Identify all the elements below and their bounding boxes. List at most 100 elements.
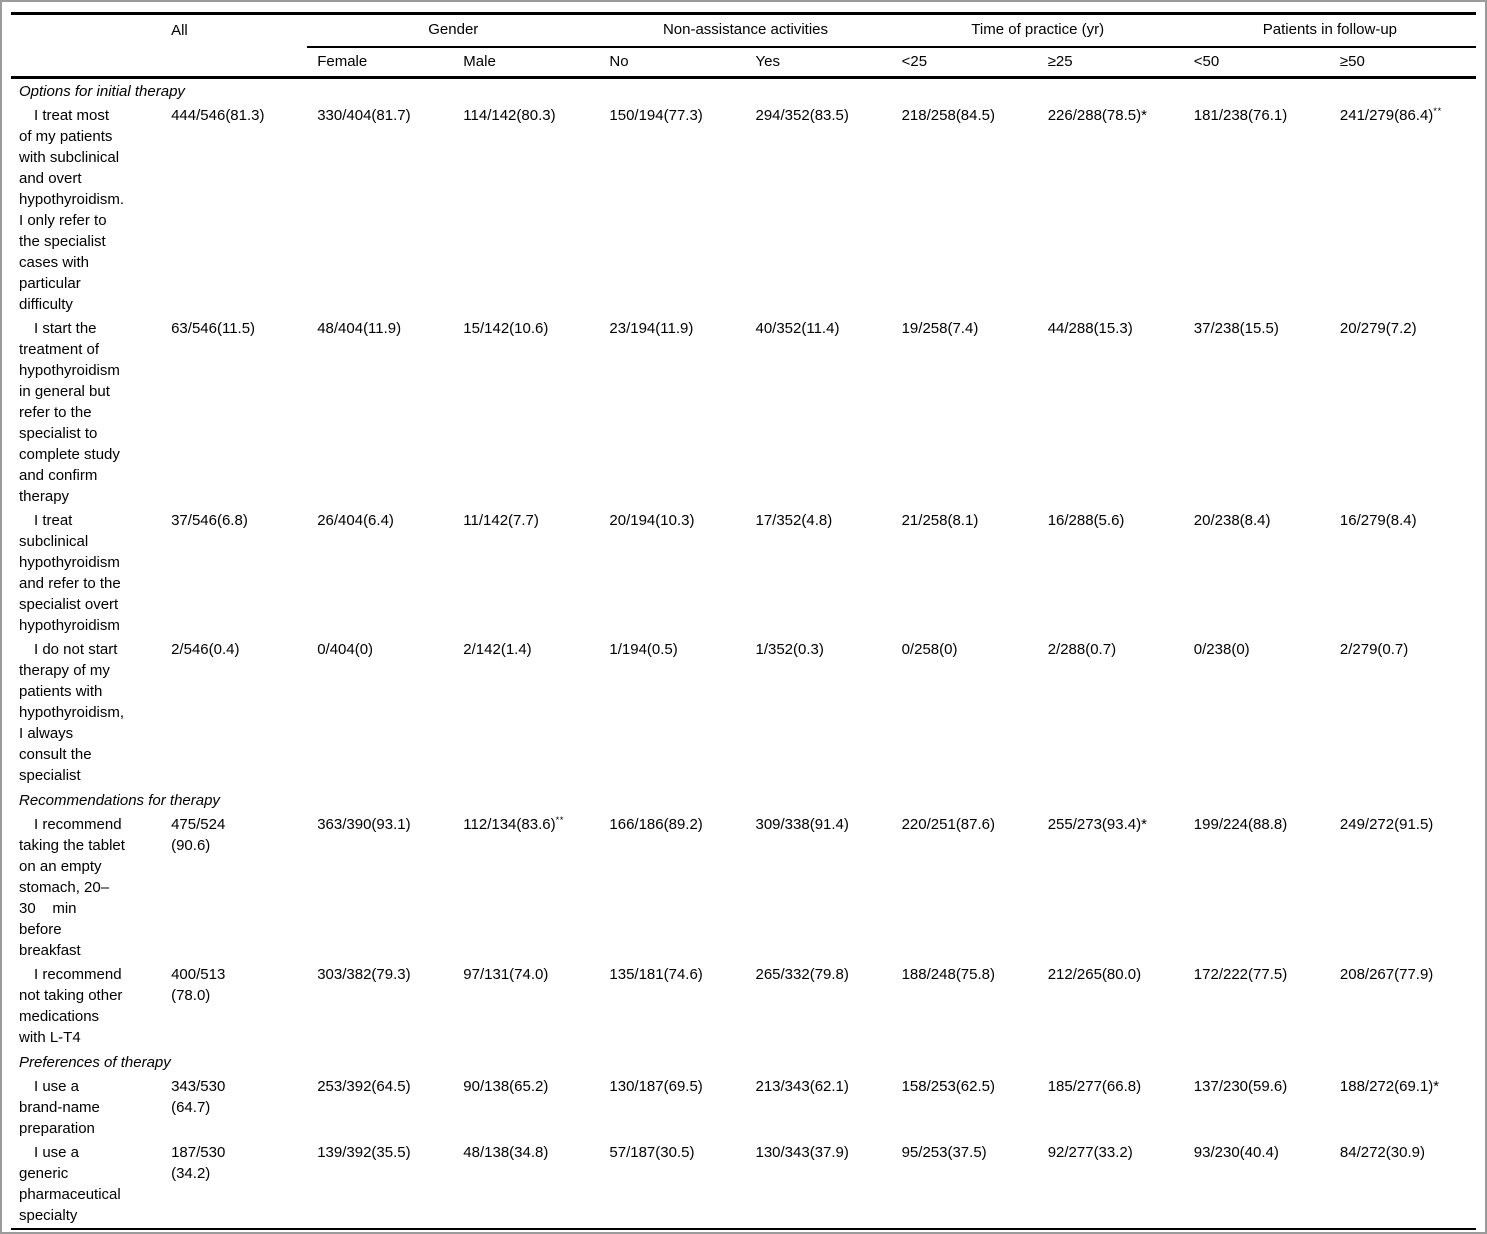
section-heading: Recommendations for therapy <box>19 792 220 809</box>
row-label: I do not start therapy of my patients wi… <box>19 641 125 784</box>
value-cell: 26/404(6.4) <box>317 512 394 529</box>
value-cell: 63/546(11.5) <box>171 320 256 337</box>
value-cell: 11/142(7.7) <box>463 512 539 529</box>
value-text: 241/279(86.4) <box>1339 107 1434 124</box>
table-row: I start the treatment of hypothyroidism … <box>11 317 1476 509</box>
value-cell: 139/392(35.5) <box>317 1144 411 1161</box>
table-row: I treat most of my patients with subclin… <box>11 104 1476 317</box>
value-cell: 218/258(84.5) <box>901 107 995 124</box>
value-cell: 181/238(76.1) <box>1193 107 1288 124</box>
value-cell: 330/404(81.7) <box>317 107 411 124</box>
row-label: I recommend not taking other medications… <box>19 966 123 1046</box>
value-cell: 150/194(77.3) <box>609 107 703 124</box>
column-header-male: Male <box>463 53 496 70</box>
value-cell: 343/530 (64.7) <box>171 1078 226 1116</box>
table-row: I use a brand-name preparation 343/530 (6… <box>11 1075 1476 1141</box>
header-column-row: Female Male No Yes <25 ≥25 <50 ≥50 <box>11 47 1476 78</box>
value-cell: 187/530 (34.2) <box>171 1144 226 1182</box>
value-cell: 20/194(10.3) <box>609 512 695 529</box>
row-label: I treat most of my patients with subclin… <box>19 107 125 313</box>
value-cell: 20/279(7.2) <box>1339 320 1417 337</box>
value-cell: 15/142(10.6) <box>463 320 549 337</box>
column-header-yes: Yes <box>755 53 780 70</box>
value-cell: 130/187(69.5) <box>609 1078 703 1095</box>
value-cell: 57/187(30.5) <box>609 1144 695 1161</box>
value-cell: 226/288(78.5)* <box>1047 107 1147 124</box>
value-cell: 309/338(91.4) <box>755 816 849 833</box>
significance-marker: ** <box>555 815 564 826</box>
column-header-50: ≥50 <box>1339 53 1365 70</box>
value-cell: 20/238(8.4) <box>1193 512 1271 529</box>
value-cell: 37/546(6.8) <box>171 512 248 529</box>
row-label: I recommend taking the tablet on an empt… <box>19 816 125 959</box>
value-cell: 265/332(79.8) <box>755 966 849 983</box>
value-cell: 1/352(0.3) <box>755 641 824 658</box>
column-header-empty <box>161 47 307 78</box>
value-cell: 2/142(1.4) <box>463 641 532 658</box>
value-cell: 475/524 (90.6) <box>171 816 226 854</box>
value-cell: 303/382(79.3) <box>317 966 411 983</box>
value-cell: 23/194(11.9) <box>609 320 694 337</box>
value-cell: 294/352(83.5) <box>755 107 849 124</box>
table-row: I recommend taking the tablet on an empt… <box>11 813 1476 963</box>
value-cell: 220/251(87.6) <box>901 816 995 833</box>
column-group-non-assistance-activities: Non-assistance activities <box>599 13 892 48</box>
value-cell: 212/265(80.0) <box>1047 966 1142 983</box>
value-cell: 19/258(7.4) <box>901 320 979 337</box>
table-row: I recommend not taking other medications… <box>11 963 1476 1050</box>
value-cell: 158/253(62.5) <box>901 1078 995 1095</box>
value-cell: 44/288(15.3) <box>1047 320 1133 337</box>
value-cell: 2/288(0.7) <box>1047 641 1117 658</box>
value-cell: 2/279(0.7) <box>1339 641 1409 658</box>
survey-results-table: All Gender Non-assistance activities Time o… <box>11 12 1476 1230</box>
value-cell: 166/186(89.2) <box>609 816 703 833</box>
value-cell: 40/352(11.4) <box>755 320 840 337</box>
value-cell: 130/343(37.9) <box>755 1144 849 1161</box>
value-cell: 16/288(5.6) <box>1047 512 1125 529</box>
value-cell: 400/513 (78.0) <box>171 966 226 1004</box>
value-cell: 208/267(77.9) <box>1339 966 1434 983</box>
section-row: Options for initial therapy <box>11 78 1476 105</box>
value-cell: 17/352(4.8) <box>755 512 833 529</box>
table-header: All Gender Non-assistance activities Time o… <box>11 13 1476 78</box>
table-row: I treat subclinical hypothyroidism and r… <box>11 509 1476 638</box>
section-heading: Options for initial therapy <box>19 83 185 100</box>
value-cell: 97/131(74.0) <box>463 966 549 983</box>
value-cell: 2/546(0.4) <box>171 641 240 658</box>
value-cell: 92/277(33.2) <box>1047 1144 1133 1161</box>
row-label: I use a generic pharmaceutical specialty <box>19 1144 121 1224</box>
column-header-female: Female <box>317 53 368 70</box>
value-cell: 241/279(86.4)** <box>1330 104 1476 317</box>
column-group-all: All <box>171 22 188 39</box>
header-group-row: All Gender Non-assistance activities Time o… <box>11 13 1476 48</box>
value-cell: 112/134(83.6)** <box>453 813 599 963</box>
column-header-empty <box>11 47 161 78</box>
section-row: Preferences of therapy <box>11 1050 1476 1075</box>
value-cell: 255/273(93.4)* <box>1047 816 1147 833</box>
row-label: I treat subclinical hypothyroidism and r… <box>19 512 121 634</box>
value-cell: 253/392(64.5) <box>317 1078 411 1095</box>
value-text: 112/134(83.6) <box>463 816 556 833</box>
value-cell: 84/272(30.9) <box>1339 1144 1425 1161</box>
row-label: I start the treatment of hypothyroidism … <box>19 320 120 505</box>
value-cell: 1/194(0.5) <box>609 641 678 658</box>
value-cell: 16/279(8.4) <box>1339 512 1417 529</box>
column-header-25: <25 <box>901 53 928 70</box>
column-header-25: ≥25 <box>1047 53 1073 70</box>
column-header-no: No <box>609 53 629 70</box>
value-cell: 48/138(34.8) <box>463 1144 549 1161</box>
value-cell: 185/277(66.8) <box>1047 1078 1142 1095</box>
value-cell: 95/253(37.5) <box>901 1144 987 1161</box>
row-label: I use a brand-name preparation <box>19 1078 100 1137</box>
table-row: I do not start therapy of my patients wi… <box>11 638 1476 788</box>
significance-marker: ** <box>1433 106 1442 117</box>
column-group-time-of-practice-yr: Time of practice (yr) <box>891 13 1184 48</box>
value-cell: 0/404(0) <box>317 641 374 658</box>
value-cell: 37/238(15.5) <box>1193 320 1279 337</box>
value-cell: 363/390(93.1) <box>317 816 411 833</box>
value-cell: 137/230(59.6) <box>1193 1078 1288 1095</box>
value-cell: 93/230(40.4) <box>1193 1144 1279 1161</box>
column-group-gender: Gender <box>307 13 600 48</box>
table-body: Options for initial therapy I treat most … <box>11 78 1476 1230</box>
